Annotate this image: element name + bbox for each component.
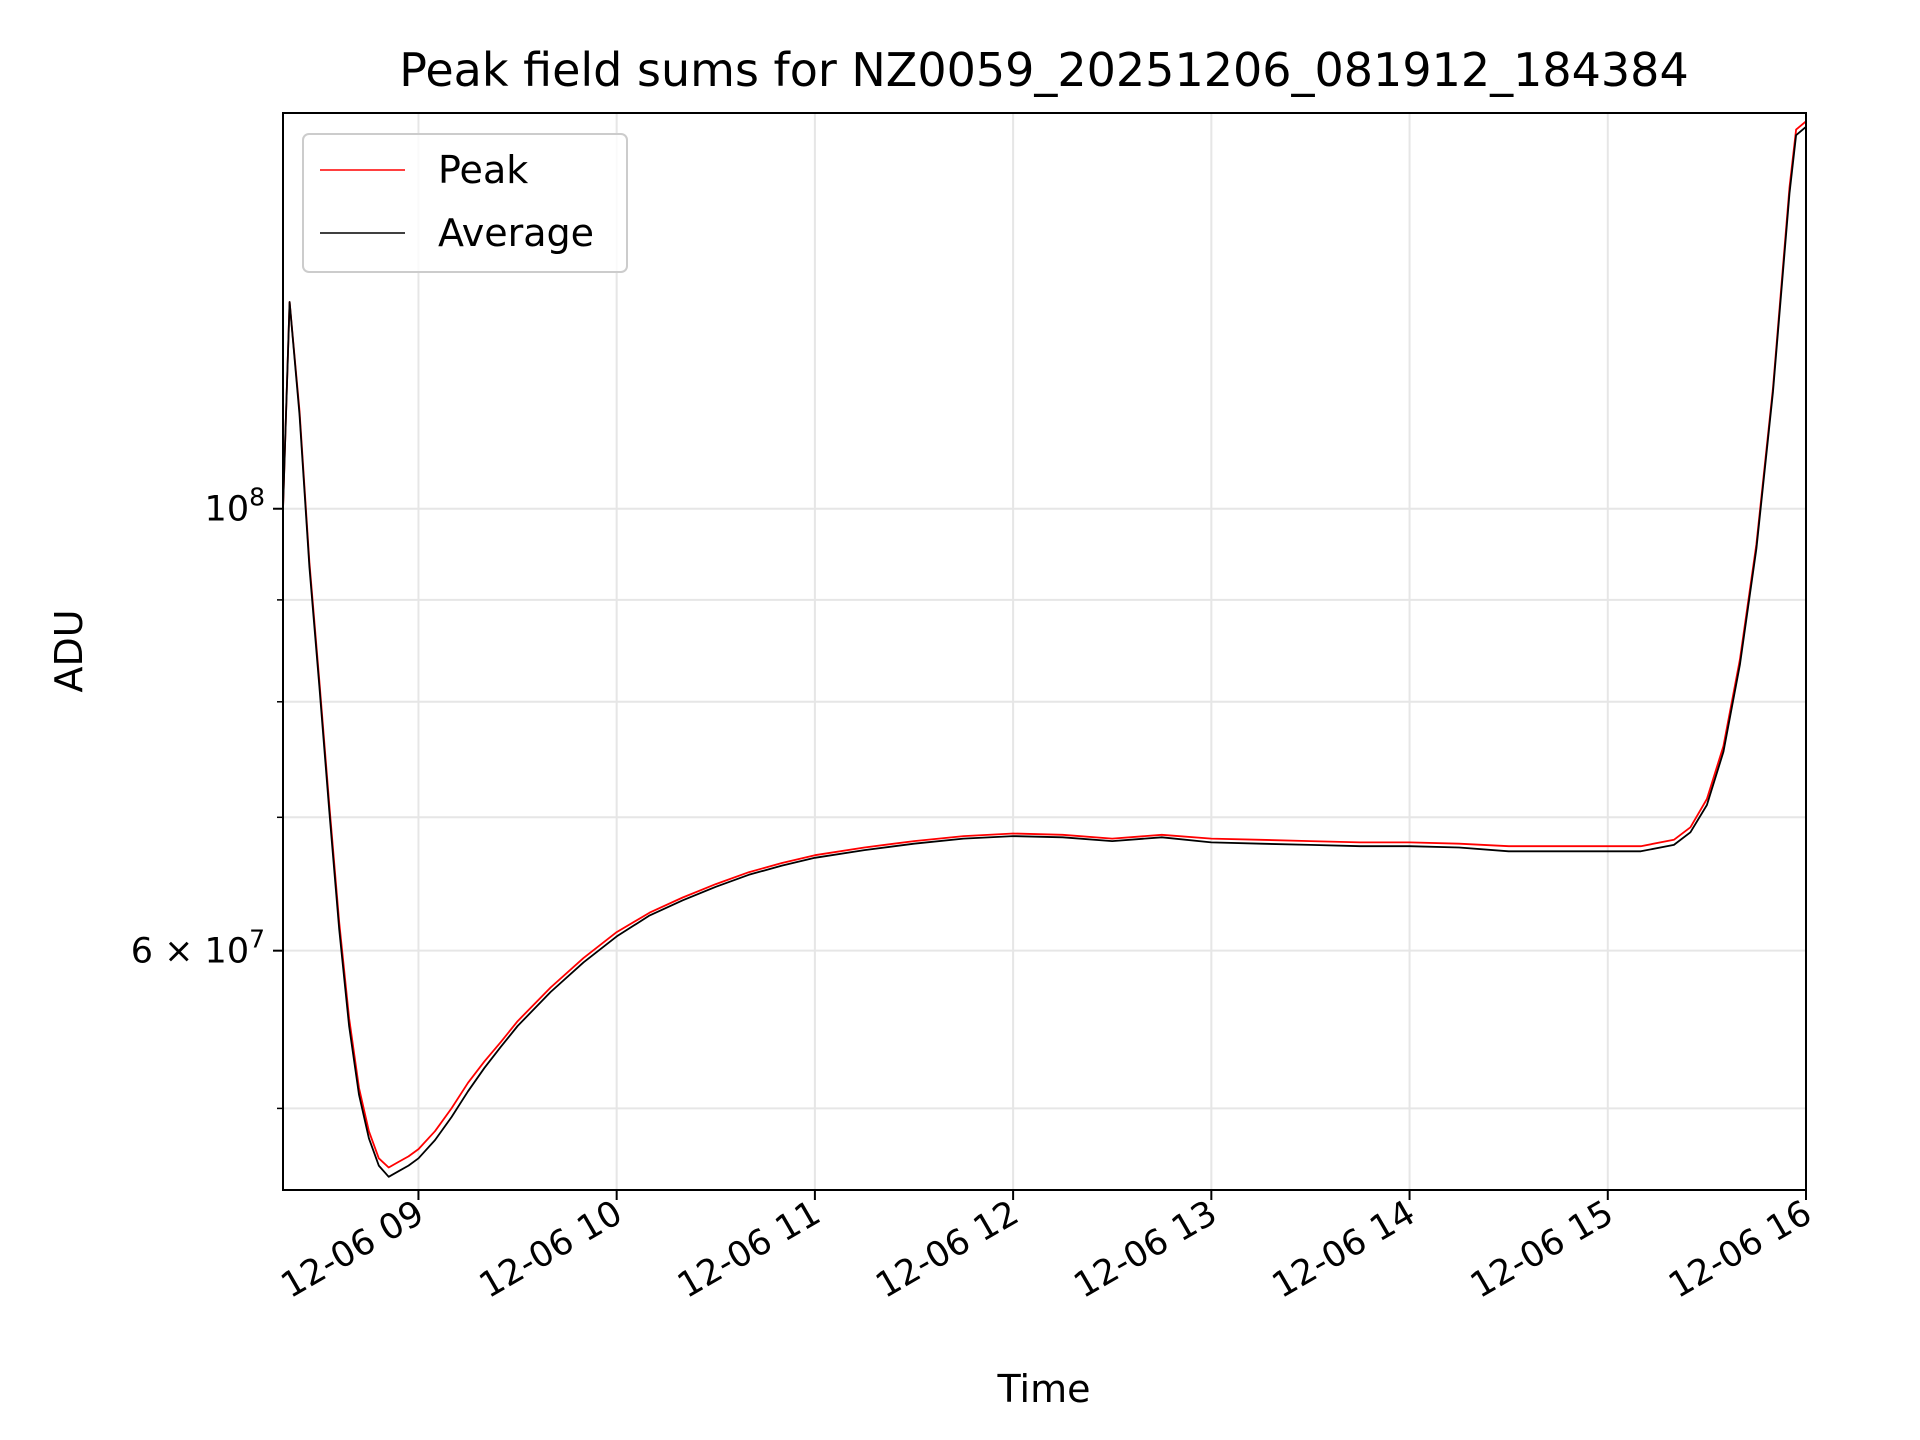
series-line-average [283,126,1806,1178]
y-tick-label: 6 × 107 [131,925,265,972]
y-tick-label: 108 [205,483,265,530]
legend-label-peak: Peak [438,148,528,192]
chart-title: Peak field sums for NZ0059_20251206_0819… [399,43,1688,97]
plot-frame [282,112,1807,1191]
legend: Peak Average [302,133,628,273]
legend-label-average: Average [438,211,594,255]
y-axis-label: ADU [47,609,91,692]
legend-box [302,133,628,273]
y-axis: 108 6 × 107 [131,483,283,1110]
x-axis-label: Time [997,1367,1091,1411]
series-layer [283,120,1806,1178]
series-line-peak [283,120,1806,1169]
